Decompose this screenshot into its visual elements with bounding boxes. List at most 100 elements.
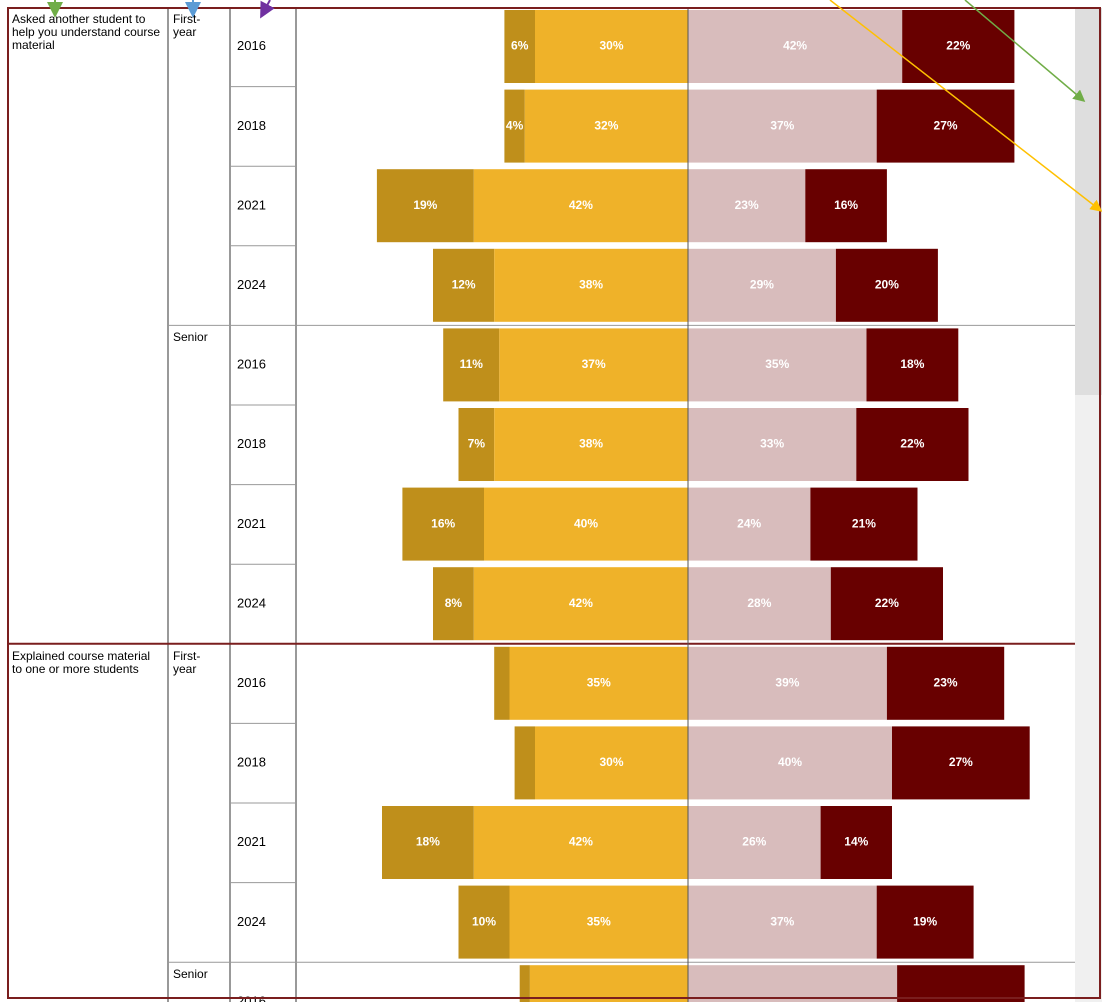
bar-segment xyxy=(473,806,688,879)
bar-segment xyxy=(514,726,535,800)
bar-segment xyxy=(494,408,688,481)
bar-segment xyxy=(897,965,1025,1002)
bar-segment xyxy=(688,169,806,243)
bar-segment xyxy=(382,806,474,879)
bar-segment xyxy=(892,726,1030,800)
item-label: Asked another student to help you unders… xyxy=(12,12,161,52)
value-label: 18% xyxy=(416,835,440,849)
value-label: 6% xyxy=(511,39,529,53)
bar-segment xyxy=(688,885,877,959)
class-label: Senior xyxy=(173,330,208,345)
value-label: 42% xyxy=(783,39,807,53)
value-label: 38% xyxy=(579,437,603,451)
year-label: 2016 xyxy=(237,38,266,53)
bar-segment xyxy=(509,885,688,959)
bar-segment xyxy=(494,646,510,720)
bar-segment xyxy=(519,965,530,1002)
year-label: 2016 xyxy=(237,675,266,690)
value-label: 26% xyxy=(742,835,766,849)
bar-segment xyxy=(458,408,495,481)
annotation-arrow xyxy=(260,0,275,19)
value-label: 35% xyxy=(765,357,789,371)
bar-segment xyxy=(499,328,688,402)
bar-segment xyxy=(535,726,688,800)
value-label: 22% xyxy=(946,39,970,53)
value-label: 40% xyxy=(778,755,802,769)
bar-segment xyxy=(504,89,525,163)
value-label: 18% xyxy=(900,357,924,371)
value-label: 27% xyxy=(934,118,958,132)
bar-segment xyxy=(443,328,500,402)
year-label: 2024 xyxy=(237,914,266,929)
value-label: 39% xyxy=(775,675,799,689)
value-label: 32% xyxy=(594,118,618,132)
value-label: 30% xyxy=(599,39,623,53)
value-label: 19% xyxy=(413,198,437,212)
value-label: 16% xyxy=(834,198,858,212)
bar-segment xyxy=(688,10,903,83)
bar-segment xyxy=(402,487,484,561)
class-label: First-year xyxy=(173,648,201,676)
value-label: 20% xyxy=(875,277,899,291)
value-label: 40% xyxy=(574,516,598,530)
bar-segment xyxy=(494,248,688,322)
year-label: 2018 xyxy=(237,118,266,133)
value-label: 37% xyxy=(582,357,606,371)
value-label: 22% xyxy=(875,596,899,610)
value-label: 42% xyxy=(569,835,593,849)
value-label: 10% xyxy=(472,914,496,928)
bar-segment xyxy=(473,567,688,641)
bar-segment xyxy=(688,328,867,402)
value-label: 14% xyxy=(844,835,868,849)
value-label: 16% xyxy=(431,516,455,530)
frame xyxy=(7,7,1101,999)
year-label: 2024 xyxy=(237,595,266,610)
value-label: 35% xyxy=(587,675,611,689)
annotation-arrow xyxy=(829,0,1102,212)
bar-segment xyxy=(524,89,688,163)
value-label: 37% xyxy=(770,118,794,132)
item-label: Explained course material to one or more… xyxy=(12,648,151,676)
bar-segment xyxy=(433,567,474,641)
annotation-arrow xyxy=(964,0,1086,102)
year-label: 2016 xyxy=(237,357,266,372)
bar-segment xyxy=(876,885,974,959)
value-label: 21% xyxy=(852,516,876,530)
bar-segment xyxy=(458,885,510,959)
value-label: 22% xyxy=(900,437,924,451)
bar-segment xyxy=(509,646,688,720)
year-label: 2018 xyxy=(237,755,266,770)
bar-segment xyxy=(688,646,887,720)
year-label: 2021 xyxy=(237,197,266,212)
year-label: 2021 xyxy=(237,834,266,849)
bar-segment xyxy=(820,806,892,879)
bar-segment xyxy=(473,169,688,243)
bar-segment xyxy=(688,89,877,163)
year-label: 2018 xyxy=(237,436,266,451)
bar-segment xyxy=(688,965,898,1002)
value-label: 11% xyxy=(460,357,484,371)
bar-segment xyxy=(866,328,959,402)
bar-segment xyxy=(835,248,938,322)
bar-segment xyxy=(529,965,688,1002)
bar-segment xyxy=(376,169,474,243)
bars: 6% 30% 42% 22% 4% 32% 37% 27% 19% 42% 23% 16% 12% 38%… xyxy=(376,10,1030,1002)
value-label: 7% xyxy=(468,437,486,451)
value-label: 23% xyxy=(735,198,759,212)
bar-segment xyxy=(688,248,836,322)
value-label: 37% xyxy=(770,914,794,928)
value-label: 19% xyxy=(913,914,937,928)
value-label: 42% xyxy=(569,198,593,212)
value-label: 27% xyxy=(949,755,973,769)
bar-segment xyxy=(688,408,857,481)
value-label: 33% xyxy=(760,437,784,451)
value-label: 23% xyxy=(934,675,958,689)
value-label: 29% xyxy=(750,277,774,291)
bar-segment xyxy=(688,806,821,879)
bar-segment xyxy=(805,169,887,243)
year-label: 2021 xyxy=(237,516,266,531)
value-label: 42% xyxy=(569,596,593,610)
year-label: 2024 xyxy=(237,277,266,292)
